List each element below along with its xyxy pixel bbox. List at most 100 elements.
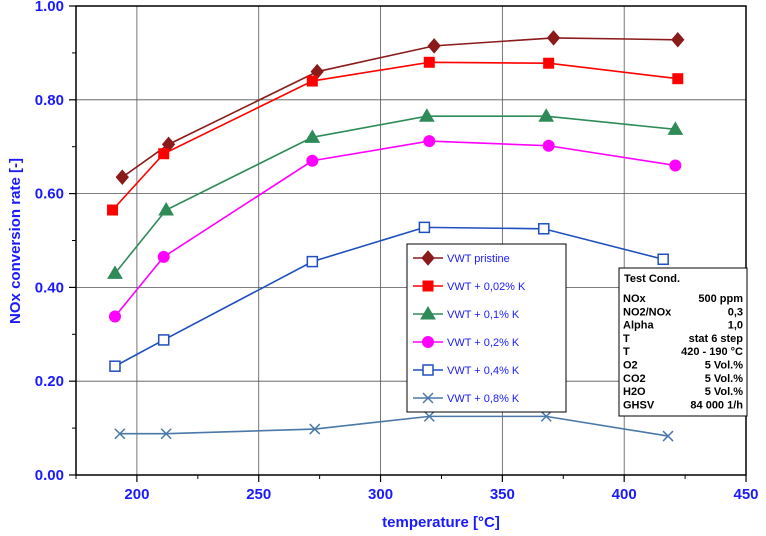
- data-point: [306, 75, 318, 87]
- series-line-6: [119, 415, 669, 437]
- legend-label: VWT + 0,02% K: [447, 281, 526, 293]
- grid: [76, 6, 746, 475]
- data-point: [107, 265, 123, 279]
- data-point: [158, 202, 175, 216]
- condition-key: NO2/NOx: [623, 306, 672, 318]
- data-point: [109, 360, 121, 372]
- legend-box: [406, 243, 567, 413]
- legend-marker: [422, 280, 434, 292]
- condition-value: stat 6 step: [689, 333, 744, 345]
- condition-value: 5 Vol.%: [705, 373, 744, 385]
- data-point: [423, 135, 436, 148]
- data-point: [423, 410, 435, 422]
- condition-value: 420 - 190 °C: [681, 346, 743, 358]
- data-point: [542, 139, 555, 152]
- x-marker-stroke: [423, 410, 435, 422]
- x-tick-label: 300: [368, 486, 393, 503]
- data-point: [306, 154, 319, 167]
- legend: VWT pristine VWT + 0,02% K VWT + 0,1% K VWT…: [406, 243, 567, 413]
- y-tick-label: 0.40: [35, 279, 64, 296]
- data-point: [304, 129, 321, 143]
- y-tick-label: 1.00: [35, 0, 64, 15]
- data-point: [657, 253, 669, 266]
- data-point: [157, 334, 170, 346]
- x-axis-title: temperature [°C]: [382, 514, 500, 531]
- y-tick-label: 0.20: [35, 373, 64, 390]
- condition-key: CO2: [623, 373, 646, 385]
- condition-value: 5 Vol.%: [705, 386, 744, 398]
- x-marker-stroke: [309, 423, 321, 435]
- condition-value: 5 Vol.%: [705, 360, 744, 372]
- data-point: [114, 428, 126, 440]
- conditions-frame: [618, 267, 748, 417]
- series-line-1: [121, 37, 678, 178]
- data-point: [546, 30, 561, 46]
- data-point: [667, 121, 684, 135]
- data-point: [108, 310, 121, 323]
- data-point: [662, 430, 674, 442]
- x-tick-label: 450: [733, 486, 758, 503]
- series-line-2: [111, 61, 678, 211]
- data-point: [669, 159, 682, 172]
- condition-value: 1,0: [728, 320, 743, 332]
- x-tick-label: 400: [612, 486, 637, 503]
- data-point: [671, 31, 685, 48]
- condition-key: GHSV: [623, 399, 655, 411]
- data-point: [157, 250, 170, 263]
- legend-marker: [422, 336, 434, 348]
- x-marker-stroke: [160, 428, 172, 440]
- legend-label: VWT pristine: [447, 253, 510, 265]
- condition-value: 0,3: [728, 306, 743, 318]
- data-point: [543, 57, 555, 69]
- data-point: [423, 56, 435, 68]
- data-point: [107, 204, 119, 216]
- y-axis-ticks: 0.00 0.20 0.40 0.60 0.80 1.00: [35, 0, 76, 484]
- condition-value: 500 ppm: [698, 293, 743, 305]
- legend-marker: [422, 392, 434, 404]
- data-point: [158, 148, 170, 160]
- y-tick-label: 0.60: [35, 186, 64, 203]
- legend-label: VWT + 0,4% K: [447, 365, 520, 377]
- x-marker-stroke: [114, 428, 126, 440]
- conditions-title: Test Cond.: [624, 273, 680, 285]
- data-point: [538, 223, 550, 235]
- x-tick-label: 200: [124, 486, 149, 503]
- condition-key: T: [623, 333, 630, 345]
- condition-key: H2O: [623, 386, 646, 398]
- data-point: [540, 410, 552, 422]
- x-marker-stroke: [540, 410, 552, 422]
- condition-key: Alpha: [623, 320, 654, 332]
- x-tick-label: 350: [490, 486, 515, 503]
- data-point: [418, 221, 431, 234]
- legend-label: VWT + 0,2% K: [447, 337, 520, 349]
- series-group: [107, 30, 685, 442]
- test-conditions-box: Test Cond. NOx 500 ppm NO2/NOx 0,3 Alpha 1,0 T s…: [618, 267, 748, 417]
- y-tick-label: 0.80: [35, 92, 64, 109]
- condition-key: NOx: [623, 293, 647, 305]
- x-marker-stroke: [662, 430, 674, 442]
- data-point: [672, 73, 684, 85]
- x-tick-label: 250: [246, 486, 271, 503]
- x-axis-ticks: 200 250 300 350 400 450: [75, 475, 759, 503]
- series-line-3: [114, 115, 676, 274]
- legend-label: VWT + 0,1% K: [447, 309, 520, 321]
- x-marker-stroke: [422, 392, 434, 404]
- series-line-4: [114, 140, 676, 317]
- legend-marker: [420, 306, 436, 320]
- data-point: [160, 428, 172, 440]
- series-line-5: [114, 226, 664, 367]
- legend-marker: [421, 250, 435, 266]
- data-point: [306, 255, 319, 268]
- data-point: [427, 38, 441, 54]
- data-point: [309, 423, 321, 435]
- y-tick-label: 0.00: [35, 467, 64, 484]
- legend-marker: [422, 364, 434, 376]
- y-axis-title: NOx conversion rate [-]: [7, 158, 24, 324]
- data-point: [115, 169, 129, 185]
- condition-value: 84 000 1/h: [690, 399, 743, 411]
- condition-key: T: [623, 346, 630, 358]
- condition-key: O2: [623, 360, 638, 372]
- data-point: [538, 108, 555, 122]
- data-point: [418, 108, 435, 122]
